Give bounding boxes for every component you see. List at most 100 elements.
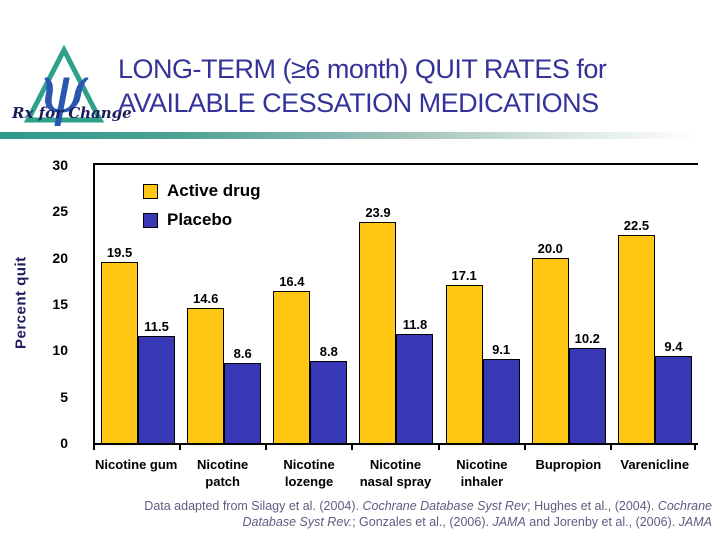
- category-label: Nicotine lozenge: [266, 456, 352, 490]
- bar-active-drug: 22.5: [617, 218, 655, 443]
- y-tick-label: 10: [52, 342, 68, 359]
- x-tick-mark: [437, 443, 440, 450]
- footer-segment: Cochrane: [657, 499, 712, 513]
- category-label: Varenicline: [612, 456, 698, 490]
- category-label-line: Nicotine: [283, 457, 335, 472]
- bar-group: 23.9 11.8: [353, 205, 439, 443]
- y-tick-label: 5: [60, 388, 68, 405]
- bar-placebo: 8.8: [310, 344, 348, 443]
- x-tick-mark: [93, 443, 95, 450]
- category-label-line: Nicotine gum: [95, 457, 178, 472]
- legend-label: Active drug: [167, 181, 261, 200]
- x-axis-ticks: [93, 443, 698, 450]
- footer-segment: Database Syst Rev.: [242, 515, 353, 529]
- y-tick-label: 25: [52, 203, 68, 220]
- logo-wordmark: Rx for Change: [12, 104, 132, 122]
- x-tick-mark: [265, 443, 268, 450]
- x-tick-mark: [179, 443, 182, 450]
- bar-active-drug: 19.5: [101, 245, 139, 443]
- y-tick-label: 15: [52, 296, 68, 312]
- footer-line: Database Syst Rev.; Gonzales et al., (20…: [50, 514, 712, 530]
- category-label: Bupropion: [525, 456, 611, 490]
- bar-value-label: 14.6: [193, 290, 219, 306]
- category-label: Nicotine nasal spray: [352, 456, 438, 490]
- x-tick-mark: [609, 443, 612, 450]
- bar-value-label: 10.2: [574, 331, 600, 347]
- slide-title-line2: AVAILABLE CESSATION MEDICATIONS: [118, 88, 599, 118]
- bar-active-drug: 16.4: [273, 274, 311, 443]
- bar-placebo: 9.4: [654, 339, 692, 443]
- bar-value-label: 11.5: [144, 319, 169, 335]
- category-label-line: Nicotine: [369, 457, 422, 472]
- footer-segment: ; Hughes et al., (2004).: [527, 499, 658, 513]
- footer-citation: Data adapted from Silagy et al. (2004). …: [50, 498, 712, 530]
- legend-label: Placebo: [167, 210, 233, 229]
- bar-placebo: 8.6: [224, 346, 262, 443]
- slide-title-line1: LONG-TERM (≥6 month) QUIT RATES for: [118, 54, 607, 84]
- category-label: Nicotine patch: [179, 456, 265, 490]
- category-label: Nicotine gum: [93, 456, 179, 490]
- category-label: Nicotine inhaler: [439, 456, 525, 490]
- bar-value-label: 22.5: [623, 217, 650, 233]
- bar-placebo: 10.2: [568, 331, 606, 443]
- logo-triangle-icon: [23, 44, 105, 123]
- footer-line: Data adapted from Silagy et al. (2004). …: [50, 498, 712, 514]
- footer-segment: Data adapted from Silagy et al. (2004).: [144, 499, 363, 513]
- bar-active-drug: 14.6: [187, 291, 225, 443]
- category-labels: Nicotine gum Nicotine patch Nicotine lozenge…: [93, 456, 698, 490]
- y-tick-label: 0: [60, 435, 68, 451]
- x-tick-mark: [523, 443, 526, 450]
- bar-value-label: 19.5: [106, 245, 133, 261]
- bar-group: 14.6 8.6: [181, 291, 267, 443]
- category-label-line: patch: [205, 474, 240, 489]
- x-tick-mark: [351, 443, 354, 450]
- psi-icon: ψ: [36, 51, 89, 128]
- rx-for-change-logo: ψ: [23, 44, 105, 128]
- bar-placebo: 11.8: [396, 317, 434, 443]
- footer-segment: JAMA: [678, 515, 712, 529]
- bar-value-label: 9.4: [664, 338, 683, 354]
- legend-item: Active drug: [143, 181, 261, 201]
- legend-item: Placebo: [143, 210, 261, 230]
- bar-value-label: 23.9: [365, 204, 391, 220]
- bar-placebo: 11.5: [138, 319, 176, 443]
- x-tick-mark: [694, 443, 696, 450]
- category-label-line: lozenge: [284, 474, 334, 489]
- bar-active-drug: 17.1: [445, 268, 483, 443]
- legend: Active drug Placebo: [143, 181, 261, 230]
- bar-value-label: 11.8: [402, 316, 428, 332]
- category-label-line: inhaler: [460, 474, 504, 489]
- footer-segment: JAMA: [492, 515, 526, 529]
- bar-active-drug: 23.9: [359, 205, 397, 443]
- bar-group: 16.4 8.8: [267, 274, 353, 443]
- category-label-line: Nicotine: [456, 457, 508, 472]
- bar-group: 20.0 10.2: [526, 241, 612, 443]
- bar-value-label: 17.1: [451, 267, 477, 283]
- category-label-line: Varenicline: [620, 457, 690, 472]
- category-label-line: Nicotine: [196, 457, 249, 472]
- bar-group: 22.5 9.4: [612, 218, 698, 443]
- bar-value-label: 8.8: [319, 344, 338, 360]
- y-tick-label: 20: [52, 249, 68, 266]
- legend-swatch-icon: [143, 183, 158, 199]
- footer-segment: Cochrane Database Syst Rev: [362, 499, 528, 513]
- legend-swatch-icon: [143, 212, 158, 228]
- footer-segment: ; Gonzales et al., (2006).: [352, 515, 493, 529]
- bar-active-drug: 20.0: [531, 241, 569, 443]
- footer-segment: and Jorenby et al., (2006).: [525, 515, 679, 529]
- bar-value-label: 16.4: [279, 274, 305, 290]
- category-label-line: nasal spray: [359, 474, 432, 489]
- bar-value-label: 8.6: [233, 346, 252, 362]
- bar-placebo: 9.1: [482, 342, 520, 443]
- bar-value-label: 9.1: [492, 341, 511, 357]
- slide-title: LONG-TERM (≥6 month) QUIT RATES for AVAI…: [118, 52, 714, 120]
- category-label-line: Bupropion: [535, 457, 602, 472]
- bar-group: 19.5 11.5: [95, 245, 181, 443]
- y-axis-ticks: 0 5 10 15 20 25 30: [0, 157, 68, 451]
- header-divider: [0, 132, 720, 139]
- y-tick-label: 30: [52, 157, 68, 173]
- plot-area: 19.5 11.5 14.6 8.6 16.4 8.8 23.9 11.8 17.1 9.1 20.…: [93, 163, 698, 445]
- bar-value-label: 20.0: [537, 240, 563, 256]
- bar-group: 17.1 9.1: [440, 268, 526, 443]
